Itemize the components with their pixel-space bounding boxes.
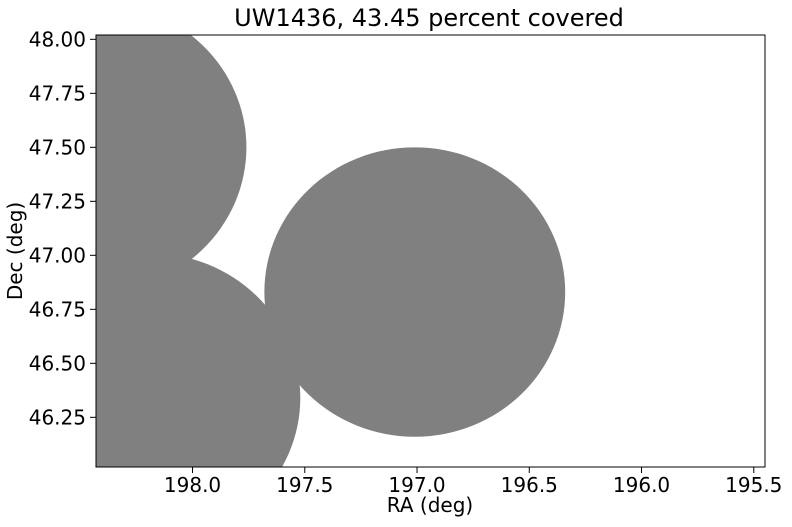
coverage-field-1 (96, 35, 247, 292)
x-axis-label: RA (deg) (387, 493, 473, 517)
chart-title: UW1436, 43.45 percent covered (234, 4, 624, 32)
y-tick-label: 47.00 (29, 243, 86, 267)
y-axis-ticks: 46.25 46.50 46.75 47.00 47.25 47.50 47.75 48.00 (29, 27, 96, 429)
x-tick-label: 197.5 (276, 473, 333, 497)
coverage-field-3 (264, 147, 566, 437)
x-tick-label: 196.0 (613, 473, 670, 497)
y-tick-label: 47.50 (29, 135, 86, 159)
x-tick-label: 195.5 (725, 473, 782, 497)
y-axis-label: Dec (deg) (3, 202, 27, 300)
coverage-fields (96, 35, 566, 467)
y-tick-label: 47.25 (29, 189, 86, 213)
y-tick-label: 47.75 (29, 81, 86, 105)
coverage-field-2 (96, 253, 301, 467)
y-tick-label: 48.00 (29, 27, 86, 51)
plot-frame (95, 34, 766, 468)
x-axis-ticks: 198.0 197.5 197.0 196.5 196.0 195.5 (164, 467, 782, 497)
x-tick-label: 196.5 (501, 473, 558, 497)
x-tick-label: 198.0 (164, 473, 221, 497)
y-tick-label: 46.25 (29, 405, 86, 429)
x-tick-label: 197.0 (388, 473, 445, 497)
y-tick-label: 46.50 (29, 351, 86, 375)
y-tick-label: 46.75 (29, 297, 86, 321)
